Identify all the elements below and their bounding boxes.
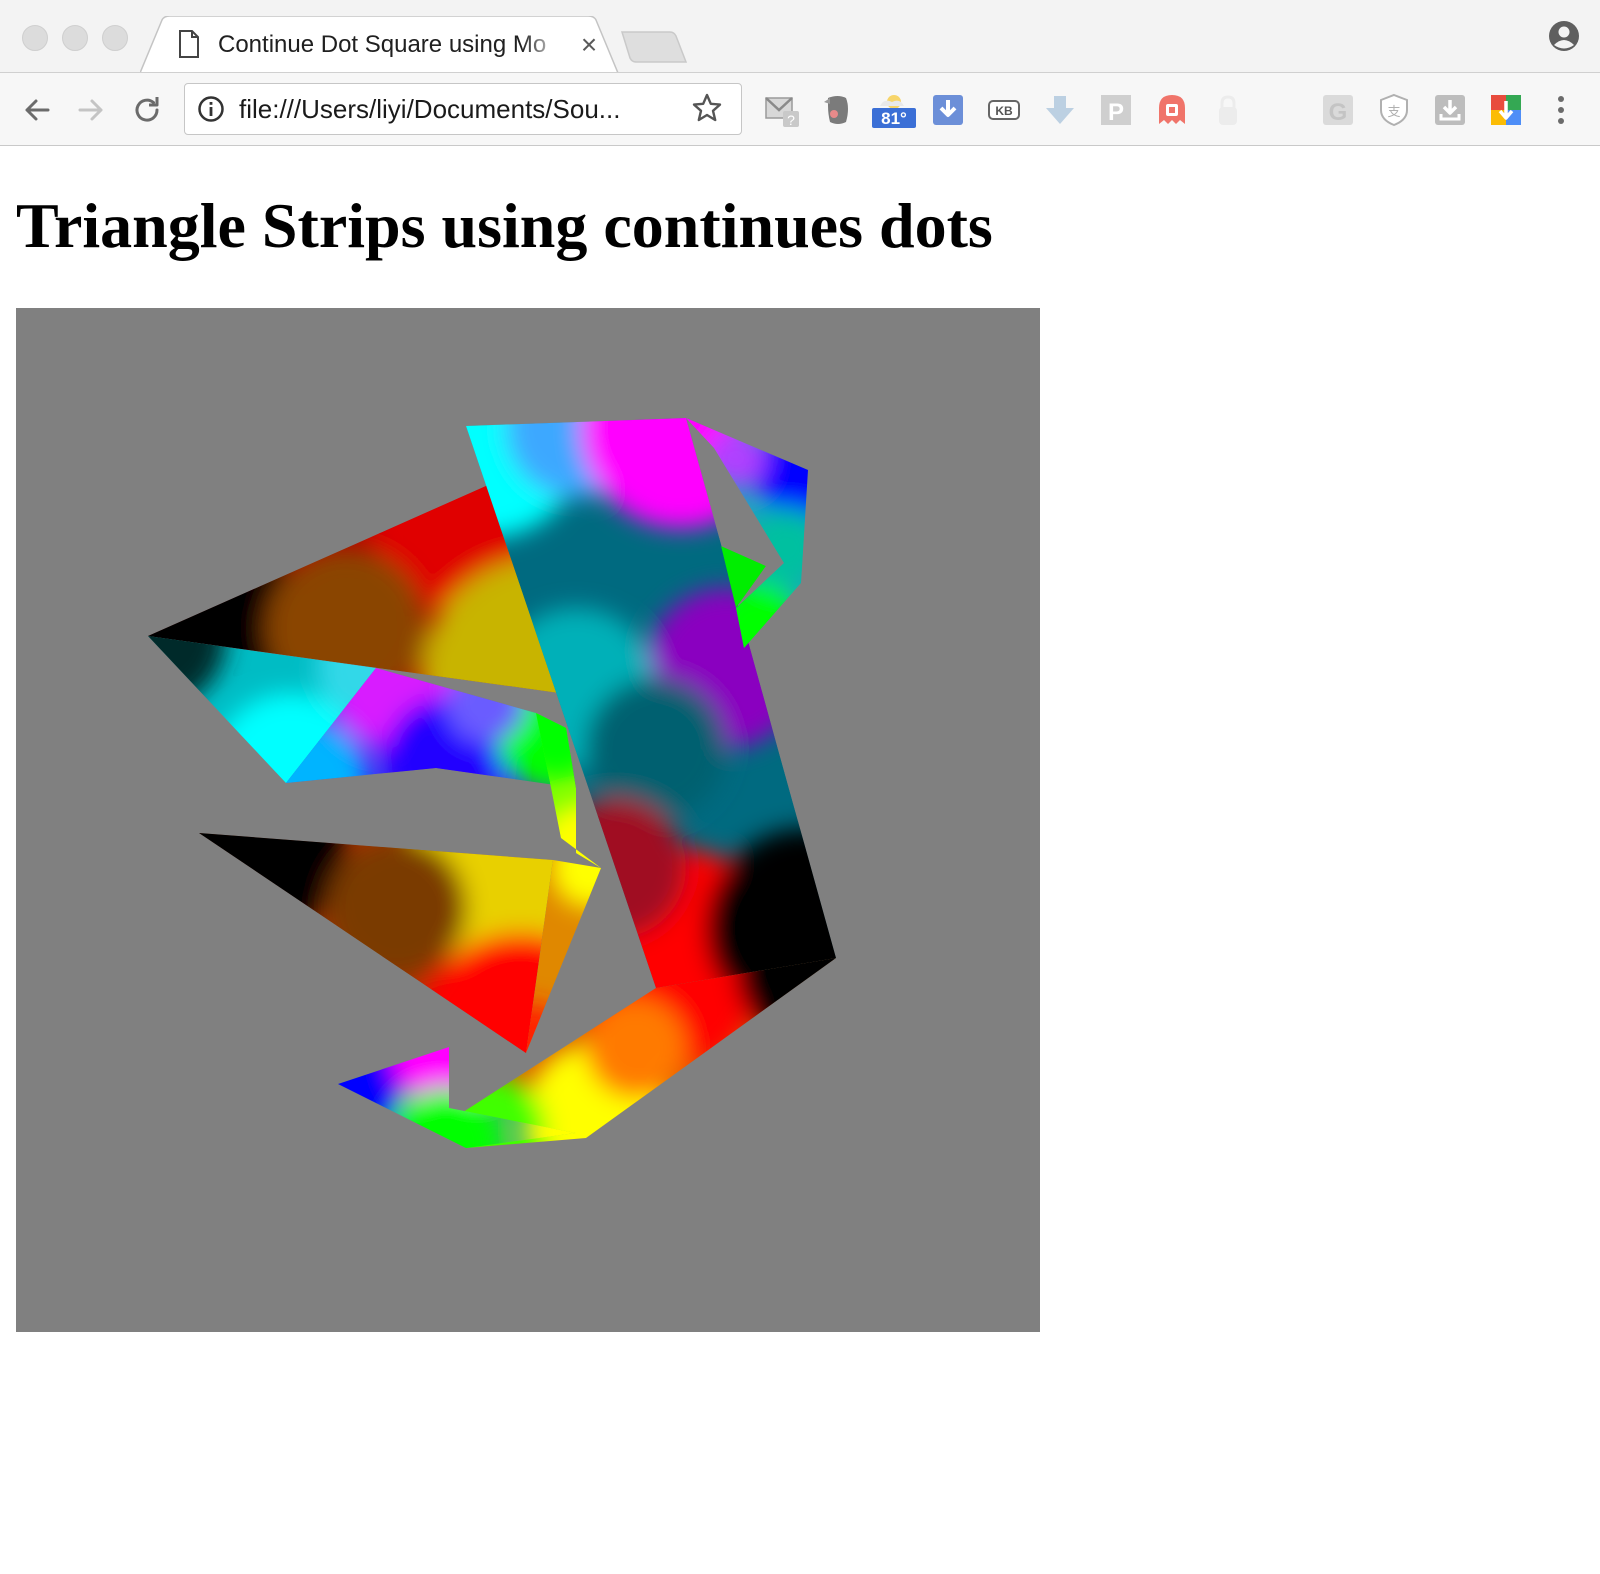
browser-chrome: Continue Dot Square using Mo × [0,0,1600,146]
download-arrow-icon[interactable] [1042,92,1078,128]
more-vertical-icon[interactable] [1554,91,1568,129]
g-extension-label: G [1329,99,1348,126]
weather-badge: 81° [881,109,907,128]
page-title: Triangle Strips using continues dots [16,190,993,261]
window-close-button[interactable] [22,25,48,51]
webgl-canvas[interactable] [16,308,1040,1332]
address-bar[interactable]: file:///Users/liyi/Documents/Sou... [184,83,742,135]
drive-download-icon[interactable] [1488,92,1524,128]
star-icon[interactable] [691,92,723,124]
new-tab-button[interactable] [620,30,690,64]
weather-icon[interactable]: 81° [870,92,918,128]
url-text[interactable]: file:///Users/liyi/Documents/Sou... [239,94,621,124]
tab-title: Continue Dot Square using Mo [218,31,547,58]
profile-icon[interactable] [1548,20,1580,52]
page-icon [179,30,199,58]
p-extension-icon[interactable]: P [1098,92,1134,128]
tray-download-icon[interactable] [1432,92,1468,128]
p-extension-label: P [1108,99,1124,126]
tab-close-button[interactable]: × [580,29,598,60]
tab-strip: Continue Dot Square using Mo × [0,0,1600,73]
window-minimize-button[interactable] [62,25,88,51]
toolbar: file:///Users/liyi/Documents/Sou... ? 81… [0,72,1600,146]
arrow-left-icon[interactable] [18,91,56,129]
keyboard-label: KB [995,104,1013,118]
g-extension-icon[interactable]: G [1320,92,1356,128]
reload-icon[interactable] [128,91,166,129]
mail-checker-icon[interactable]: ? [764,92,800,128]
mesh-strips [148,418,836,1148]
window-zoom-button[interactable] [102,25,128,51]
shield-label: 支 [1387,105,1400,120]
evernote-icon[interactable] [820,92,856,128]
lock-icon[interactable] [1210,92,1246,128]
ghost-icon[interactable] [1154,92,1190,128]
active-tab[interactable] [140,16,630,73]
download-blue-icon[interactable] [930,92,966,128]
arrow-right-icon[interactable] [72,91,110,129]
keyboard-icon[interactable]: KB [986,92,1022,128]
mail-checker-badge: ? [787,112,795,128]
shield-icon[interactable]: 支 [1376,92,1412,128]
info-icon[interactable] [197,95,225,123]
